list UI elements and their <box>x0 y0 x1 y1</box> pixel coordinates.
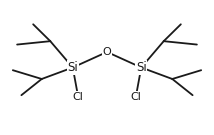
Text: Si: Si <box>67 61 78 74</box>
Text: Cl: Cl <box>131 92 141 102</box>
Text: Cl: Cl <box>73 92 83 102</box>
Text: Si: Si <box>136 61 147 74</box>
Text: O: O <box>103 47 111 57</box>
